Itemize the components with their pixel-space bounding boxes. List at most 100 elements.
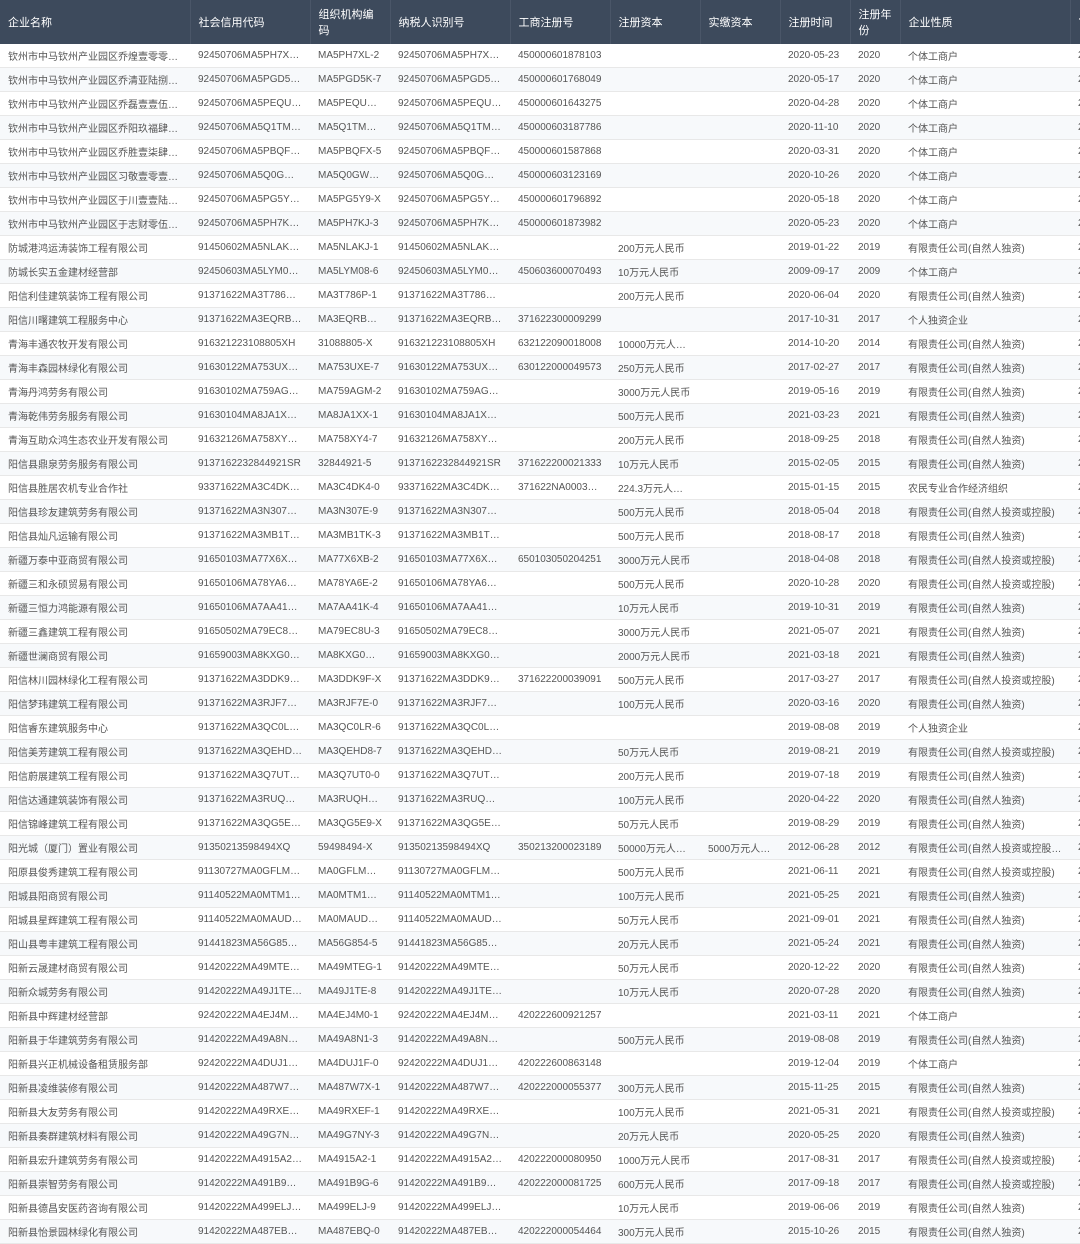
table-row[interactable]: 新疆世澜商贸有限公司91659003MA8KXG0GX2MA8KXG0G-X91… (0, 644, 1080, 668)
col-header-10[interactable]: 审核时间 (1070, 0, 1080, 44)
cell: 2021 (850, 404, 900, 428)
table-row[interactable]: 阳信川曙建筑工程服务中心91371622MA3EQRBE5GMA3EQRBE-5… (0, 308, 1080, 332)
cell: 420222000054464 (510, 1220, 610, 1244)
table-row[interactable]: 阳信梦玮建筑工程有限公司91371622MA3RJF7E00MA3RJF7E-0… (0, 692, 1080, 716)
cell (700, 284, 780, 308)
table-row[interactable]: 钦州市中马钦州产业园区于志财零伍贰壹建商务信…92450706MA5PH7KJ3… (0, 212, 1080, 236)
col-header-6[interactable]: 实缴资本 (700, 0, 780, 44)
col-header-1[interactable]: 社会信用代码 (190, 0, 310, 44)
cell: 371622300009299 (510, 308, 610, 332)
cell (510, 428, 610, 452)
table-row[interactable]: 阳信林川园林绿化工程有限公司91371622MA3DDK9FXDMA3DDK9F… (0, 668, 1080, 692)
cell: 92450603MA5LYM086T (190, 260, 310, 284)
table-row[interactable]: 钦州市中马钦州产业园区乔磊壹壹伍寰壹商务信息…92450706MA5PEQUQX… (0, 92, 1080, 116)
cell: 农民专业合作经济组织 (900, 476, 1070, 500)
table-row[interactable]: 钦州市中马钦州产业园区乔煌壹零零壹陆商务信息…92450706MA5PH7XL2… (0, 44, 1080, 68)
table-row[interactable]: 防城长实五金建材经营部92450603MA5LYM086TMA5LYM08-69… (0, 260, 1080, 284)
cell (700, 884, 780, 908)
cell: 有限责任公司(自然人独资) (900, 1220, 1070, 1244)
table-row[interactable]: 阳新县凌维装修有限公司91420222MA487W7X1NMA487W7X-19… (0, 1076, 1080, 1100)
table-row[interactable]: 钦州市中马钦州产业园区习敬壹零壹壹城市配送服…92450706MA5Q0GWH6… (0, 164, 1080, 188)
table-row[interactable]: 阳城县星辉建筑工程有限公司91140522MA0MAUDKXHMA0MAUDK-… (0, 908, 1080, 932)
table-row[interactable]: 阳信县鼎泉劳务服务有限公司9137162232844921SR32844921-… (0, 452, 1080, 476)
cell: 阳新县大友劳务有限公司 (0, 1100, 190, 1124)
table-row[interactable]: 阳光城（厦门）置业有限公司91350213598494XQ59498494-X9… (0, 836, 1080, 860)
cell: 2020-05-23 (780, 212, 850, 236)
cell: 50万元人民币 (610, 908, 700, 932)
cell: 91650502MA79EC8U3J (390, 620, 510, 644)
cell: 2015-10-26 (780, 1220, 850, 1244)
cell: 91420222MA491B9G6D (190, 1172, 310, 1196)
table-row[interactable]: 阳新众城劳务有限公司91420222MA49J1TE8DMA49J1TE-891… (0, 980, 1080, 1004)
table-row[interactable]: 阳信睿东建筑服务中心91371622MA3QC0LR6AMA3QC0LR-691… (0, 716, 1080, 740)
cell (700, 740, 780, 764)
table-row[interactable]: 阳信县灿凡运输有限公司91371622MA3MB1TK3LMA3MB1TK-39… (0, 524, 1080, 548)
col-header-3[interactable]: 纳税人识别号 (390, 0, 510, 44)
col-header-2[interactable]: 组织机构编码 (310, 0, 390, 44)
table-row[interactable]: 新疆万泰中亚商贸有限公司91650103MA77X6X82KMA77X6XB-2… (0, 548, 1080, 572)
table-row[interactable]: 阳新县怡景园林绿化有限公司91420222MA487EBQ00MA487EBQ-… (0, 1220, 1080, 1244)
cell: 2018 (850, 500, 900, 524)
cell (700, 452, 780, 476)
table-row[interactable]: 阳信达通建筑装饰有限公司91371622MA3RUQHF2NMA3RUQHF-2… (0, 788, 1080, 812)
cell: 9137162232844921SR (390, 452, 510, 476)
table-row[interactable]: 青海乾伟劳务服务有限公司91630104MA8JA1XX17MA8JA1XX-1… (0, 404, 1080, 428)
cell: 阳新县怡景园林绿化有限公司 (0, 1220, 190, 1244)
table-row[interactable]: 新疆三鑫建筑工程有限公司91650502MA79EC8U3JMA79EC8U-3… (0, 620, 1080, 644)
cell: 个体工商户 (900, 44, 1070, 68)
cell: 2021-03-23 (1070, 404, 1080, 428)
table-row[interactable]: 阳信锦峰建筑工程有限公司91371622MA3QG5E9X2MA3QG5E9-X… (0, 812, 1080, 836)
cell: 2019-07-18 (780, 764, 850, 788)
cell (510, 692, 610, 716)
cell: 新疆万泰中亚商贸有限公司 (0, 548, 190, 572)
table-row[interactable]: 青海互助众鸿生态农业开发有限公司91632126MA758XY47TMA758X… (0, 428, 1080, 452)
table-row[interactable]: 青海丰森园林绿化有限公司91630122MA753UXE7PMA753UXE-7… (0, 356, 1080, 380)
table-row[interactable]: 阳信县珍友建筑劳务有限公司91371622MA3N307E9KMA3N307E-… (0, 500, 1080, 524)
table-row[interactable]: 阳新县大友劳务有限公司91420222MA49RXEF15MA49RXEF-19… (0, 1100, 1080, 1124)
table-row[interactable]: 阳原县俊秀建筑工程有限公司91130727MA0GFLMM0WMA0GFLMM-… (0, 860, 1080, 884)
table-row[interactable]: 钦州市中马钦州产业园区于川壹壹陆壹贰商务信息…92450706MA5PG5Y9X… (0, 188, 1080, 212)
col-header-4[interactable]: 工商注册号 (510, 0, 610, 44)
table-row[interactable]: 青海丰通农牧开发有限公司916321223108805XH31088805-X9… (0, 332, 1080, 356)
table-row[interactable]: 阳信美芳建筑工程有限公司91371622MA3QEHD87EMA3QEHD8-7… (0, 740, 1080, 764)
table-row[interactable]: 阳信蔚展建筑工程有限公司91371622MA3Q7UT00CMA3Q7UT0-0… (0, 764, 1080, 788)
table-row[interactable]: 青海丹鸿劳务有限公司91630102MA759AGM2AMA759AGM-291… (0, 380, 1080, 404)
cell: 阳山县粤丰建筑工程有限公司 (0, 932, 190, 956)
cell: 2020 (850, 1124, 900, 1148)
cell: 2018-04-08 (780, 548, 850, 572)
table-row[interactable]: 阳新县中辉建材经营部92420222MA4EJ4M01CMA4EJ4M0-192… (0, 1004, 1080, 1028)
table-row[interactable]: 阳城县阳商贸有限公司91140522MA0MTM1YX9MA0MTM1Y-X91… (0, 884, 1080, 908)
table-row[interactable]: 阳山县粤丰建筑工程有限公司91441823MA56G85456MA56G854-… (0, 932, 1080, 956)
cell (510, 1124, 610, 1148)
cell (700, 92, 780, 116)
cell: MA491B9G-6 (310, 1172, 390, 1196)
table-row[interactable]: 钦州市中马钦州产业园区乔清亚陆捌玖伍伍商务信…92450706MA5PGD5K7… (0, 68, 1080, 92)
table-row[interactable]: 新疆三和永硕贸易有限公司91650106MA78YA6E2NMA78YA6E-2… (0, 572, 1080, 596)
table-row[interactable]: 阳新云晟建材商贸有限公司91420222MA49MTEG1HMA49MTEG-1… (0, 956, 1080, 980)
col-header-7[interactable]: 注册时间 (780, 0, 850, 44)
col-header-8[interactable]: 注册年份 (850, 0, 900, 44)
cell: 有限责任公司(自然人独资) (900, 956, 1070, 980)
table-row[interactable]: 阳信利佳建筑装饰工程有限公司91371622MA3T786P1HMA3T786P… (0, 284, 1080, 308)
table-row[interactable]: 新疆三恒力鸿能源有限公司91650106MA7AA41K4LMA7AA41K-4… (0, 596, 1080, 620)
col-header-9[interactable]: 企业性质 (900, 0, 1070, 44)
cell: 防城港鸿运涛装饰工程有限公司 (0, 236, 190, 260)
cell: 500万元人民币 (610, 860, 700, 884)
table-row[interactable]: 阳新县兴正机械设备租赁服务部92420222MA4DUJ1F0FMA4DUJ1F… (0, 1052, 1080, 1076)
cell: 2019-07-17 (1070, 1076, 1080, 1100)
col-header-5[interactable]: 注册资本 (610, 0, 700, 44)
table-row[interactable]: 阳信县胜居农机专业合作社93371622MA3C4DK407MA3C4DK4-0… (0, 476, 1080, 500)
table-row[interactable]: 钦州市中马钦州产业园区乔阳玖福肆陆壹柒城市配…92450706MA5Q1TMG5… (0, 116, 1080, 140)
table-row[interactable]: 防城港鸿运涛装饰工程有限公司91450602MA5NLAKJ1EMA5NLAKJ… (0, 236, 1080, 260)
cell: 91140522MA0MAUDKXH (190, 908, 310, 932)
table-row[interactable]: 阳新县崇智劳务有限公司91420222MA491B9G6DMA491B9G-69… (0, 1172, 1080, 1196)
col-header-0[interactable]: 企业名称 (0, 0, 190, 44)
table-row[interactable]: 阳新县于华建筑劳务有限公司91420222MA49A8N13EMA49A8N1-… (0, 1028, 1080, 1052)
table-row[interactable]: 阳新县宏升建筑劳务有限公司91420222MA4915A21RMA4915A2-… (0, 1148, 1080, 1172)
cell: 2019 (850, 740, 900, 764)
table-row[interactable]: 钦州市中马钦州产业园区乔胜壹柒肆壹伍商务信息…92450706MA5PBQFX5… (0, 140, 1080, 164)
table-row[interactable]: 阳新县德昌安医药咨询有限公司91420222MA499ELJ9TMA499ELJ… (0, 1196, 1080, 1220)
cell: 1000万元人民币 (610, 1148, 700, 1172)
cell: 91420222MA49G7NY3K (390, 1124, 510, 1148)
table-row[interactable]: 阳新县奏群建筑材料有限公司91420222MA49G7NY3KMA49G7NY-… (0, 1124, 1080, 1148)
